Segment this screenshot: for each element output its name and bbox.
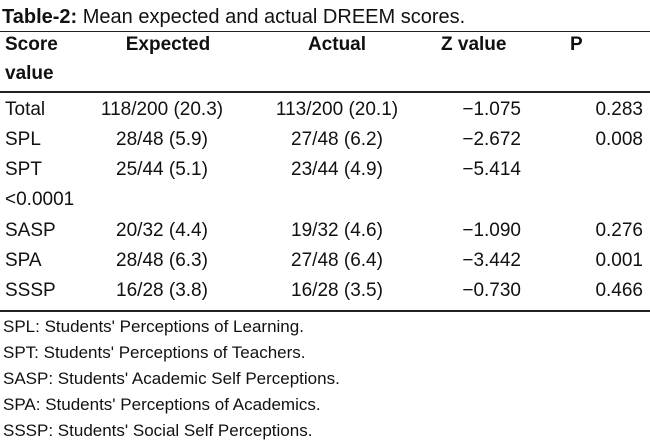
cell: 19/32 (4.6) [291,220,383,241]
cell: Total [5,99,46,120]
cell: SPT [5,159,42,180]
cell: −1.075 [462,99,521,120]
footnote: SASP: Students' Academic Self Perception… [3,369,340,388]
column-header: Actual [307,34,367,55]
cell: 0.283 [595,99,643,120]
cell: 23/44 (4.9) [291,159,383,180]
cell: 0.276 [595,220,643,241]
cell: <0.0001 [5,189,75,210]
cell: 27/48 (6.4) [291,250,383,271]
cell: 20/32 (4.4) [116,220,208,241]
column-header: Score value [5,34,58,84]
title-label: Table-2: [2,6,78,28]
column-header: P [570,34,583,55]
footnote: SPA: Students' Perceptions of Academics. [3,395,321,414]
rule [0,310,650,312]
cell: 113/200 (20.1) [275,99,399,120]
table-title: Table-2: Mean expected and actual DREEM … [2,6,465,28]
column-header: Expected [125,34,211,55]
cell: 28/48 (6.3) [116,250,208,271]
cell: 28/48 (5.9) [116,129,208,150]
footnote: SPT: Students' Perceptions of Teachers. [3,343,306,362]
rule [0,91,650,93]
cell: −3.442 [462,250,521,271]
cell: 16/28 (3.8) [116,280,208,301]
footnote: SSSP: Students' Social Self Perceptions. [3,421,313,440]
cell: −2.672 [462,129,521,150]
cell: 0.008 [595,129,643,150]
cell: 0.001 [595,250,643,271]
title-text: Mean expected and actual DREEM scores. [77,6,466,28]
cell: −1.090 [462,220,521,241]
cell: −0.730 [462,280,521,301]
cell: SASP [5,220,56,241]
rule [0,31,650,32]
cell: 118/200 (20.3) [100,99,224,120]
column-header: Z value [441,34,507,55]
cell: 27/48 (6.2) [291,129,383,150]
cell: −5.414 [462,159,521,180]
cell: SPL [5,129,41,150]
cell: 25/44 (5.1) [116,159,208,180]
cell: 0.466 [595,280,643,301]
cell: 16/28 (3.5) [291,280,383,301]
footnote: SPL: Students' Perceptions of Learning. [3,317,304,336]
cell: SPA [5,250,42,271]
cell: SSSP [5,280,56,301]
